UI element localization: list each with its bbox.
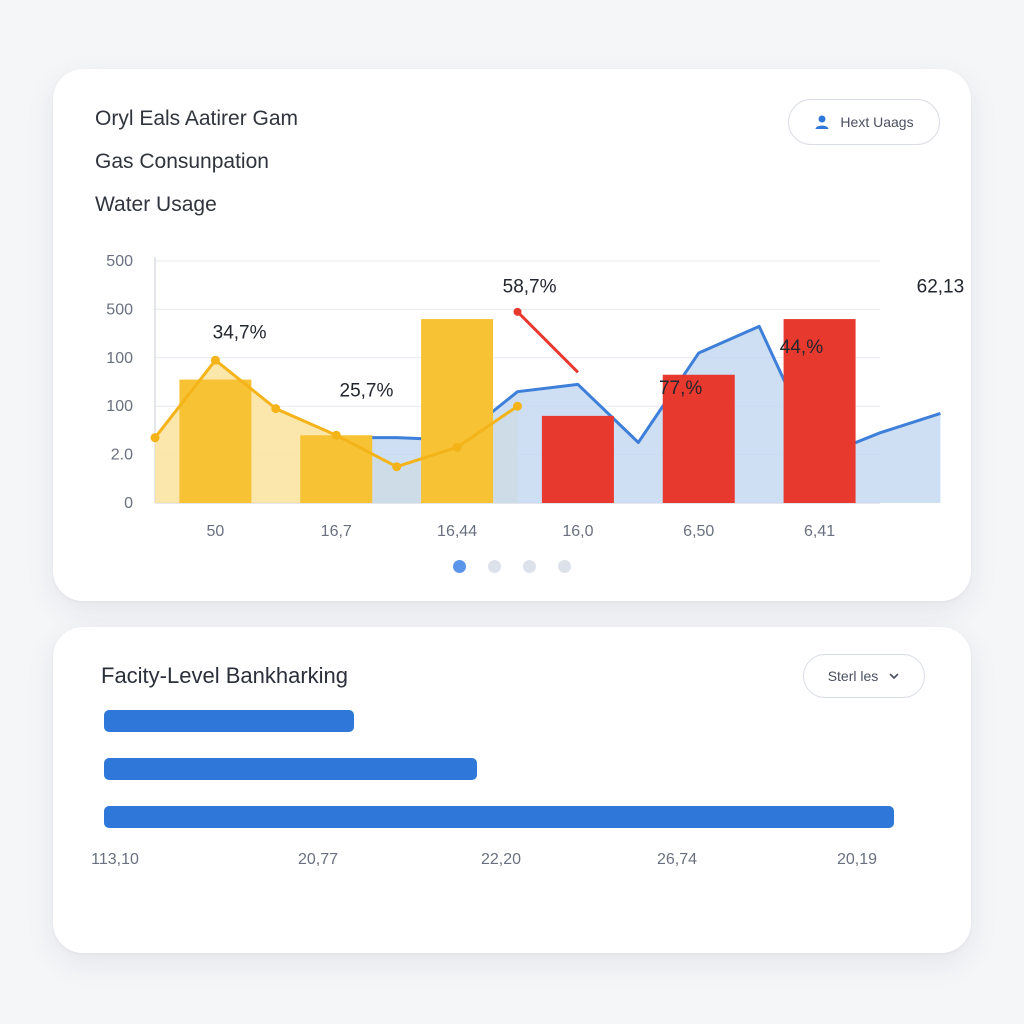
yellow-trend-point [392, 462, 402, 472]
yellow-bar [421, 319, 494, 503]
data-label: 44,% [780, 337, 823, 358]
energy-usage-card: Oryl Eals Aatirer Gam Gas Consunpation W… [53, 69, 971, 601]
benchmark-bar-3[interactable] [104, 806, 894, 828]
data-label: 25,7% [340, 381, 394, 402]
pagination-dots [453, 560, 571, 573]
x-tick-label: 6,41 [804, 523, 835, 540]
data-label: 77,% [659, 378, 702, 399]
sort-dropdown-label: Sterl les [827, 668, 879, 684]
yellow-trend-point [210, 355, 220, 365]
data-label: 34,7% [213, 322, 267, 343]
benchmarking-card: Facity-Level Bankharking Sterl les 113,1… [53, 627, 971, 953]
yellow-trend-point [331, 430, 341, 440]
legend-item-2: Gas Consunpation [95, 150, 269, 173]
benchmark-axis-label: 20,77 [297, 851, 339, 868]
data-label: 58,7% [503, 276, 557, 297]
benchmark-bar-1[interactable] [104, 710, 355, 732]
benchmark-axis: 113,10 20,77 22,20 26,74 20,19 [91, 851, 893, 871]
benchmarking-title: Facity-Level Bankharking [101, 663, 349, 688]
benchmark-axis-label: 20,19 [836, 851, 878, 868]
user-icon [815, 115, 829, 129]
y-tick-label: 100 [106, 398, 133, 415]
yellow-trend-point [150, 433, 160, 443]
benchmark-bar-2[interactable] [104, 758, 477, 780]
x-tick-label: 16,44 [437, 523, 477, 540]
benchmark-axis-label: 22,20 [480, 851, 522, 868]
x-tick-label: 50 [207, 523, 225, 540]
red-bar [541, 415, 614, 503]
red-bar [783, 319, 856, 503]
yellow-trend-point [452, 442, 462, 452]
page-dot-2[interactable] [488, 560, 501, 573]
benchmark-axis-label: 113,10 [91, 851, 139, 868]
yellow-bar [300, 435, 373, 503]
chevron-down-icon [889, 673, 899, 679]
benchmark-bar-track-2 [104, 758, 894, 780]
data-label: 62,13 [917, 276, 965, 297]
usage-filter-label: Hext Uaags [840, 114, 914, 130]
legend-item-1: Oryl Eals Aatirer Gam [95, 107, 299, 130]
y-tick-label: 500 [106, 301, 133, 318]
usage-filter-button[interactable]: Hext Uaags [788, 99, 940, 145]
benchmark-bar-track-3 [104, 806, 894, 828]
page-dot-4[interactable] [558, 560, 571, 573]
y-tick-label: 2.0 [111, 447, 133, 464]
benchmark-bar-track-1 [104, 710, 894, 732]
yellow-bar [179, 379, 252, 503]
benchmark-axis-label: 26,74 [656, 851, 698, 868]
page-dot-3[interactable] [523, 560, 536, 573]
red-bar [662, 374, 735, 503]
y-tick-label: 0 [124, 495, 133, 512]
yellow-trend-point [513, 401, 522, 411]
x-tick-label: 16,7 [321, 523, 352, 540]
yellow-trend-point [271, 404, 281, 414]
red-trend-line [516, 310, 579, 374]
y-tick-label: 100 [106, 350, 133, 367]
usage-chart: 0 2.0 100 100 500 500 34,7% 25,7% 58,7% 77,% 44,% 6… [106, 253, 965, 540]
legend-item-3: Water Usage [95, 193, 217, 216]
x-tick-label: 6,50 [683, 523, 714, 540]
sort-dropdown[interactable]: Sterl les [803, 654, 925, 698]
y-tick-label: 500 [106, 253, 133, 270]
page-dot-1[interactable] [453, 560, 466, 573]
red-trend-point [513, 307, 522, 316]
x-tick-label: 16,0 [562, 523, 593, 540]
